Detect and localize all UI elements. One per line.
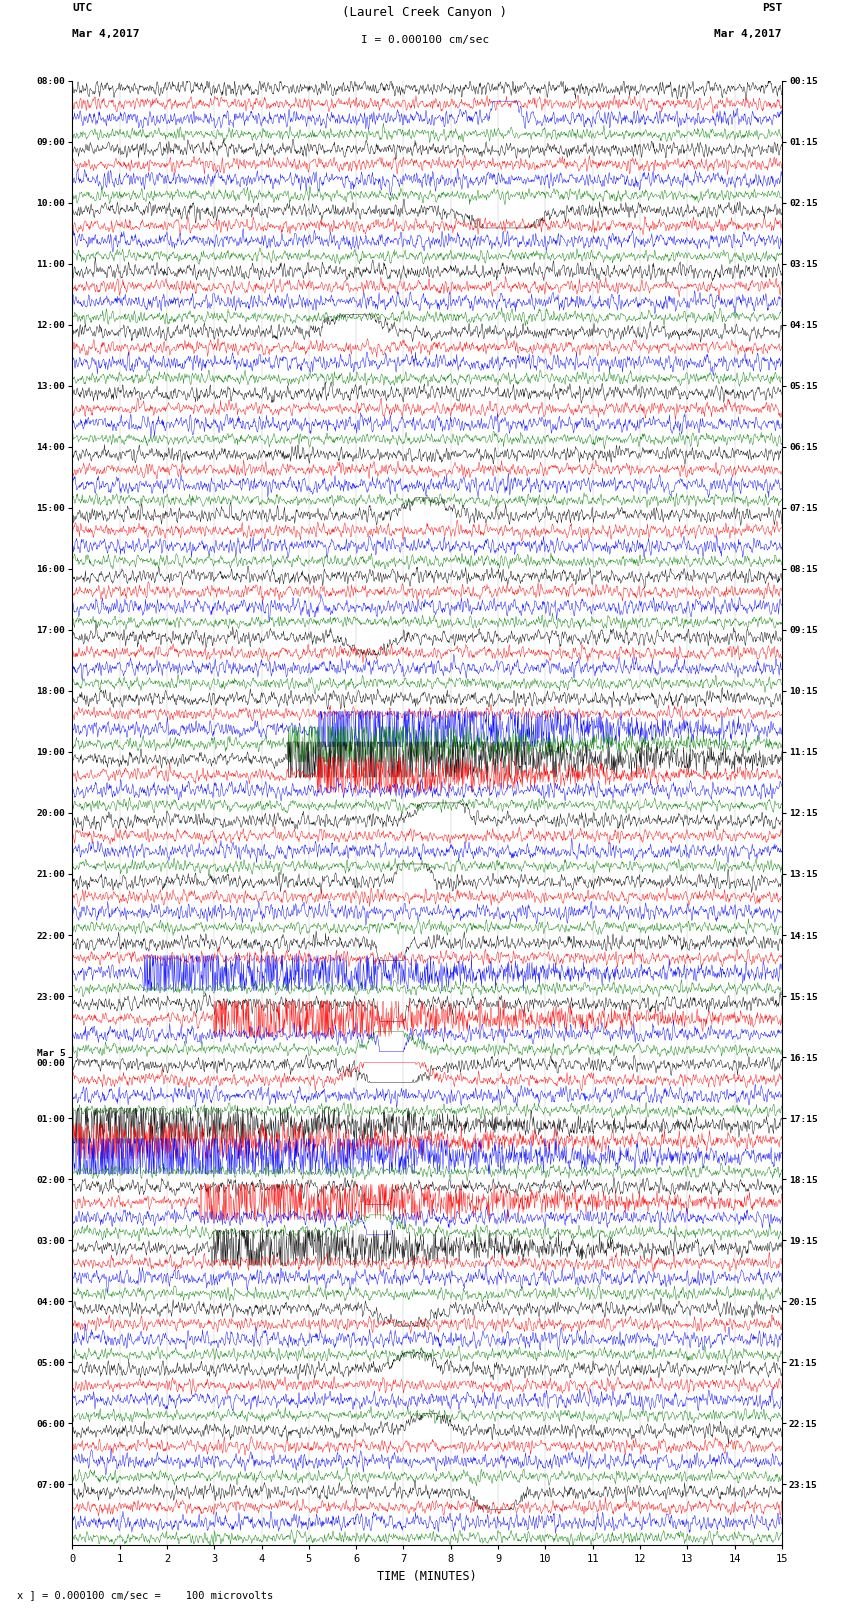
Text: I = 0.000100 cm/sec: I = 0.000100 cm/sec: [361, 35, 489, 45]
Text: x ] = 0.000100 cm/sec =    100 microvolts: x ] = 0.000100 cm/sec = 100 microvolts: [17, 1590, 273, 1600]
Text: Mar 4,2017: Mar 4,2017: [715, 29, 782, 39]
Text: UTC: UTC: [72, 3, 93, 13]
Text: Mar 4,2017: Mar 4,2017: [72, 29, 139, 39]
Text: (Laurel Creek Canyon ): (Laurel Creek Canyon ): [343, 6, 507, 19]
Text: PST: PST: [762, 3, 782, 13]
X-axis label: TIME (MINUTES): TIME (MINUTES): [377, 1569, 477, 1582]
